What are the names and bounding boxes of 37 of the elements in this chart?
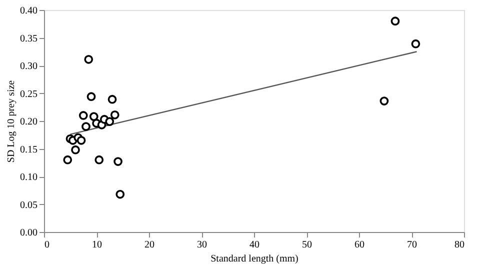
point [411, 39, 420, 48]
x-tick-label: 50 [302, 240, 312, 250]
x-tick-label: 0 [44, 240, 50, 250]
x-axis-title: Standard length (mm) [210, 254, 298, 264]
point [380, 96, 389, 106]
y-tick-label: 0.20 [20, 116, 38, 128]
point [105, 117, 114, 126]
point [114, 157, 122, 166]
x-tick-label: 60 [354, 240, 364, 250]
y-tick-label: 0.30 [20, 61, 38, 72]
point [89, 112, 98, 121]
point [86, 92, 96, 102]
point [82, 122, 90, 131]
x-tick-label: 70 [407, 240, 417, 250]
y-axis-title: SD Log 10 prey size [6, 80, 17, 163]
point [108, 94, 117, 104]
y-tick-label: 0.40 [20, 6, 38, 16]
point [71, 145, 80, 154]
x-tick-label: 40 [250, 240, 260, 250]
point [84, 54, 94, 64]
y-tick-label: 0.10 [20, 172, 38, 183]
point [78, 111, 88, 120]
point [116, 190, 125, 199]
point [63, 155, 72, 164]
x-tick-label: 80 [454, 240, 464, 250]
x-tick-label: 10 [92, 240, 102, 250]
y-tick-label: 0.00 [20, 228, 38, 238]
y-tick-label: 0.15 [20, 144, 38, 156]
y-tick-label: 0.35 [20, 33, 38, 44]
point [390, 16, 400, 26]
x-tick-label: 20 [144, 240, 154, 250]
point [110, 110, 120, 120]
y-tick-label: 0.05 [20, 200, 38, 211]
x-tick-label: 30 [197, 240, 207, 250]
point [76, 136, 86, 145]
point [94, 155, 104, 164]
y-tick-label: 0.25 [20, 88, 38, 100]
